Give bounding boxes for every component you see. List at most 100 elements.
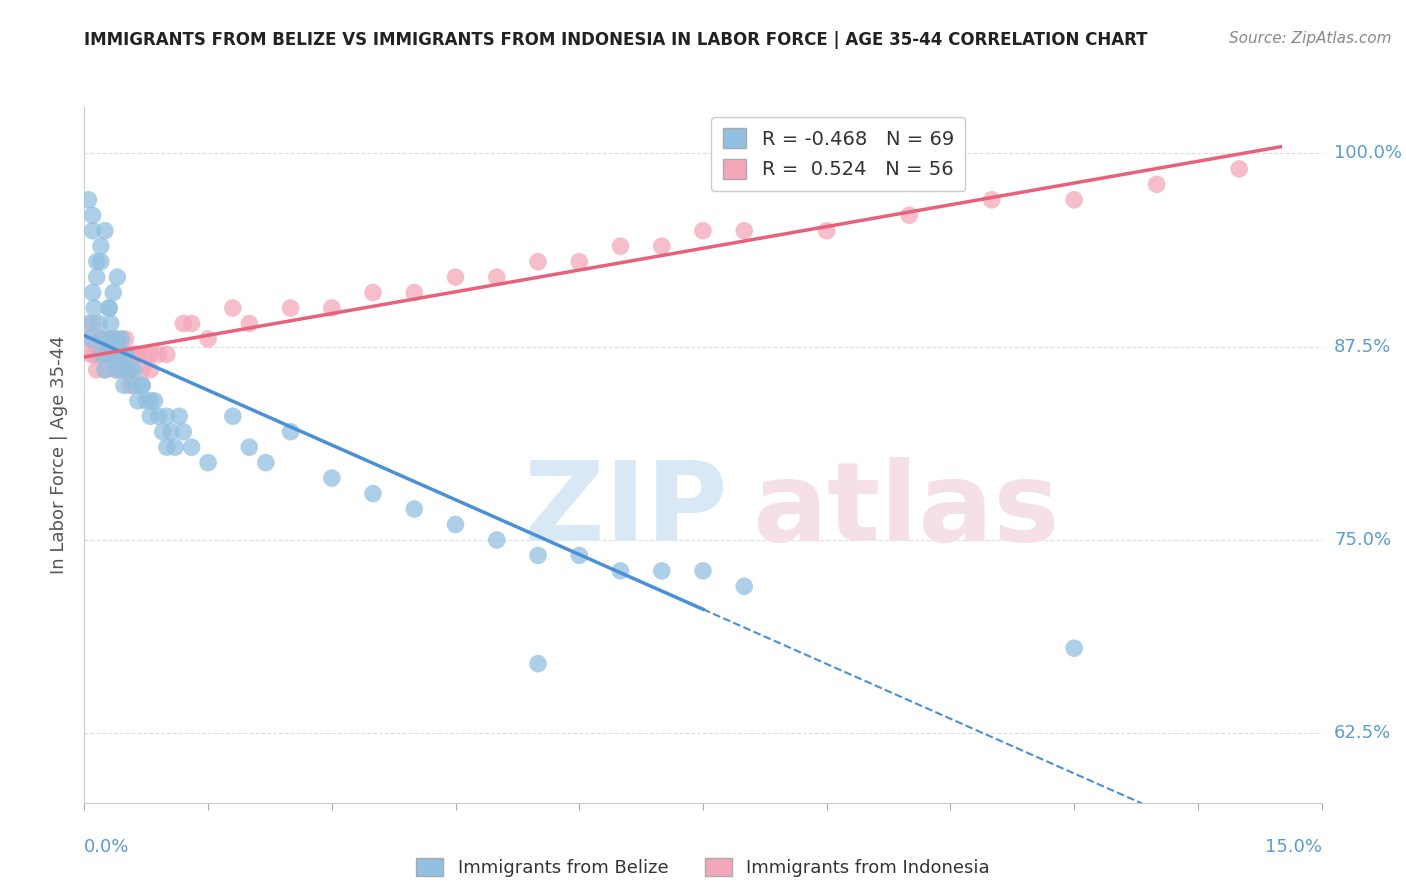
Point (127, 393, 149, 408)
Point (86, 347, 108, 361)
Point (180, 317, 202, 331)
Point (568, 254, 591, 268)
Point (90, 254, 112, 268)
Point (485, 533, 508, 547)
Point (444, 270, 467, 285)
Point (172, 317, 194, 331)
Point (361, 486, 384, 500)
Point (180, 440, 202, 454)
Point (103, 347, 125, 361)
Point (86, 254, 108, 268)
Point (733, 224, 755, 238)
Point (1063, 193, 1085, 207)
Legend: Immigrants from Belize, Immigrants from Indonesia: Immigrants from Belize, Immigrants from … (409, 850, 997, 884)
Point (444, 517, 467, 532)
Point (172, 425, 194, 439)
Point (197, 332, 219, 346)
Point (77, 317, 100, 331)
Point (80, 332, 103, 346)
Point (651, 564, 673, 578)
Point (165, 440, 187, 454)
Point (131, 363, 153, 377)
Point (692, 564, 714, 578)
Point (815, 224, 838, 238)
Point (122, 378, 145, 392)
Point (110, 363, 132, 377)
Point (114, 347, 136, 361)
Text: 15.0%: 15.0% (1264, 838, 1322, 855)
Point (98, 332, 121, 346)
Text: 62.5%: 62.5% (1334, 724, 1392, 742)
Point (122, 363, 145, 377)
Point (114, 363, 136, 377)
Point (733, 579, 755, 593)
Point (152, 425, 174, 439)
Point (156, 347, 179, 361)
Point (135, 347, 157, 361)
Text: ZIP: ZIP (524, 457, 728, 564)
Y-axis label: In Labor Force | Age 35-44: In Labor Force | Age 35-44 (51, 335, 69, 574)
Point (86, 270, 108, 285)
Text: Source: ZipAtlas.com: Source: ZipAtlas.com (1229, 31, 1392, 46)
Point (980, 193, 1002, 207)
Point (90, 239, 112, 253)
Point (280, 301, 302, 315)
Point (98, 301, 121, 315)
Point (98, 301, 121, 315)
Point (110, 332, 132, 346)
Point (127, 347, 149, 361)
Point (105, 363, 128, 377)
Point (609, 239, 631, 253)
Point (1063, 641, 1085, 656)
Point (98, 347, 121, 361)
Point (1146, 178, 1168, 192)
Point (222, 409, 245, 424)
Point (105, 332, 128, 346)
Point (222, 301, 245, 315)
Point (139, 363, 162, 377)
Point (321, 471, 343, 485)
Point (122, 347, 145, 361)
Point (148, 347, 170, 361)
Point (527, 549, 550, 563)
Point (143, 393, 166, 408)
Point (91, 332, 114, 346)
Point (280, 425, 302, 439)
Point (118, 363, 141, 377)
Point (110, 347, 132, 361)
Point (96, 347, 118, 361)
Point (105, 270, 128, 285)
Point (82, 208, 104, 222)
Point (100, 317, 122, 331)
Point (139, 393, 162, 408)
Point (1227, 161, 1250, 176)
Point (156, 409, 179, 424)
Point (485, 270, 508, 285)
Point (692, 224, 714, 238)
Point (127, 347, 149, 361)
Point (197, 456, 219, 470)
Point (254, 456, 277, 470)
Point (118, 378, 141, 392)
Point (77, 332, 100, 346)
Point (118, 363, 141, 377)
Text: 0.0%: 0.0% (84, 838, 129, 855)
Text: atlas: atlas (752, 457, 1060, 564)
Point (108, 347, 131, 361)
Point (651, 239, 673, 253)
Point (527, 657, 550, 671)
Point (167, 409, 190, 424)
Point (103, 332, 125, 346)
Point (139, 409, 162, 424)
Point (90, 332, 112, 346)
Point (609, 564, 631, 578)
Point (112, 378, 135, 392)
Point (156, 440, 179, 454)
Text: 100.0%: 100.0% (1334, 145, 1402, 162)
Point (82, 224, 104, 238)
Point (114, 332, 136, 346)
Point (94, 363, 117, 377)
Point (160, 425, 183, 439)
Point (89, 317, 111, 331)
Point (103, 285, 125, 300)
